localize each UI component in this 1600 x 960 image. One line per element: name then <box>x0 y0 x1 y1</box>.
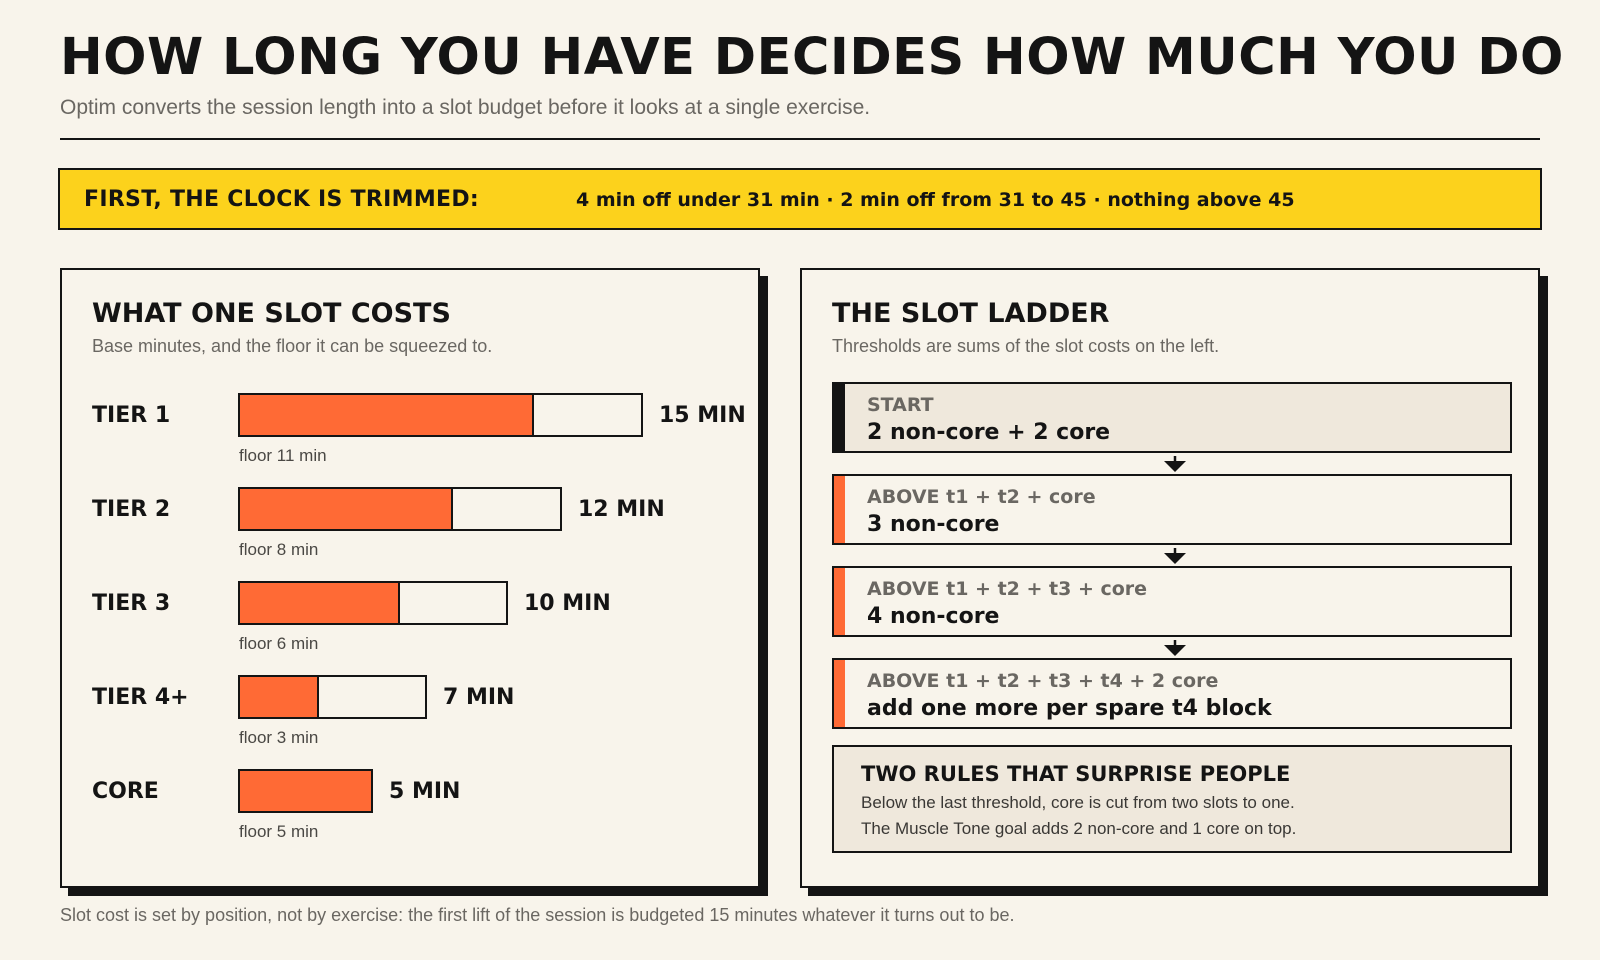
down-arrow-icon <box>1164 456 1186 472</box>
note-title: TWO RULES THAT SURPRISE PEOPLE <box>861 762 1291 786</box>
tier-label: TIER 3 <box>92 591 171 616</box>
tier-label: TIER 2 <box>92 497 171 522</box>
tier-label: CORE <box>92 779 159 804</box>
tier-floor: floor 8 min <box>239 540 319 559</box>
step-condition: ABOVE t1 + t2 + t3 + core <box>867 578 1148 600</box>
step-result: 2 non-core + 2 core <box>867 420 1111 445</box>
tier-floor: floor 6 min <box>239 634 319 653</box>
tier-bar-floor-fill <box>240 489 454 529</box>
tier-label: TIER 4+ <box>92 685 189 710</box>
step-result: 4 non-core <box>867 604 1000 629</box>
ladder-step: ABOVE t1 + t2 + t3 + core 4 non-core <box>832 566 1512 637</box>
tier-bar-floor-fill <box>240 677 320 717</box>
banner-label: FIRST, THE CLOCK IS TRIMMED: <box>84 187 480 212</box>
page-subtitle: Optim converts the session length into a… <box>60 96 871 119</box>
tier-bar-floor-fill <box>240 583 400 623</box>
note-line: Below the last threshold, core is cut fr… <box>861 793 1295 812</box>
tier-bar <box>238 393 643 437</box>
step-condition: START <box>867 394 934 416</box>
tier-value: 15 MIN <box>659 403 746 428</box>
down-arrow-icon <box>1164 640 1186 656</box>
slot-costs-panel: WHAT ONE SLOT COSTS Base minutes, and th… <box>60 268 760 888</box>
slot-ladder-title: THE SLOT LADDER <box>832 298 1110 329</box>
tier-bar <box>238 487 562 531</box>
tier-value: 5 MIN <box>389 779 461 804</box>
header-divider <box>60 138 1540 140</box>
footer-note: Slot cost is set by position, not by exe… <box>60 905 1015 925</box>
step-condition: ABOVE t1 + t2 + core <box>867 486 1096 508</box>
ladder-step: ABOVE t1 + t2 + core 3 non-core <box>832 474 1512 545</box>
slot-ladder-subtitle: Thresholds are sums of the slot costs on… <box>832 336 1220 356</box>
step-accent <box>834 476 845 543</box>
tier-bar <box>238 581 508 625</box>
tier-floor: floor 5 min <box>239 822 319 841</box>
trim-banner: FIRST, THE CLOCK IS TRIMMED: 4 min off u… <box>58 168 1542 230</box>
tier-bar-floor-fill <box>240 771 371 811</box>
ladder-step-start: START 2 non-core + 2 core <box>832 382 1512 453</box>
tier-value: 10 MIN <box>524 591 611 616</box>
step-accent <box>834 384 845 451</box>
tier-value: 12 MIN <box>578 497 665 522</box>
tier-bar-floor-fill <box>240 395 535 435</box>
surprise-rules-note: TWO RULES THAT SURPRISE PEOPLE Below the… <box>832 745 1512 853</box>
tier-label: TIER 1 <box>92 403 171 428</box>
tier-bar <box>238 769 373 813</box>
slot-costs-title: WHAT ONE SLOT COSTS <box>92 298 451 329</box>
banner-value: 4 min off under 31 min · 2 min off from … <box>576 189 1295 211</box>
tier-bar <box>238 675 427 719</box>
slot-costs-subtitle: Base minutes, and the floor it can be sq… <box>92 336 493 356</box>
step-accent <box>834 568 845 635</box>
step-condition: ABOVE t1 + t2 + t3 + t4 + 2 core <box>867 670 1219 692</box>
tier-floor: floor 11 min <box>239 446 327 465</box>
slot-ladder-panel: THE SLOT LADDER Thresholds are sums of t… <box>800 268 1540 888</box>
tier-floor: floor 3 min <box>239 728 319 747</box>
page-title: HOW LONG YOU HAVE DECIDES HOW MUCH YOU D… <box>60 28 1564 87</box>
step-result: 3 non-core <box>867 512 1000 537</box>
note-line: The Muscle Tone goal adds 2 non-core and… <box>861 819 1297 838</box>
step-result: add one more per spare t4 block <box>867 696 1272 721</box>
tier-value: 7 MIN <box>443 685 515 710</box>
step-accent <box>834 660 845 727</box>
ladder-step: ABOVE t1 + t2 + t3 + t4 + 2 core add one… <box>832 658 1512 729</box>
down-arrow-icon <box>1164 548 1186 564</box>
